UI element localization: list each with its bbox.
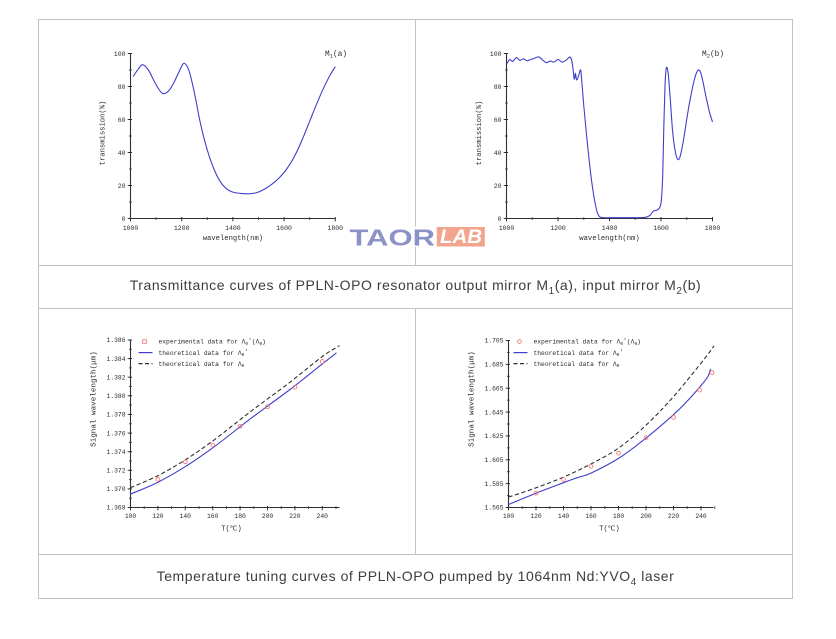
- svg-text:transmission(%): transmission(%): [100, 101, 108, 166]
- svg-text:1.380: 1.380: [107, 393, 126, 400]
- svg-text:160: 160: [585, 513, 597, 520]
- svg-text:1000: 1000: [123, 225, 139, 232]
- svg-text:220: 220: [668, 513, 680, 520]
- svg-text:180: 180: [613, 513, 625, 520]
- svg-text:1400: 1400: [225, 225, 241, 232]
- svg-text:40: 40: [494, 150, 502, 157]
- svg-text:20: 20: [118, 183, 126, 190]
- svg-text:100: 100: [125, 513, 137, 520]
- svg-text:100: 100: [503, 513, 515, 520]
- svg-text:T(℃): T(℃): [221, 526, 241, 534]
- svg-text:0: 0: [122, 216, 126, 223]
- svg-text:1.374: 1.374: [107, 449, 126, 456]
- svg-text:1.386: 1.386: [107, 337, 126, 344]
- svg-text:120: 120: [530, 513, 542, 520]
- svg-text:wavelength(nm): wavelength(nm): [203, 235, 263, 243]
- svg-text:140: 140: [180, 513, 192, 520]
- svg-text:1.384: 1.384: [107, 356, 126, 363]
- svg-text:T(℃): T(℃): [599, 526, 619, 534]
- svg-text:1000: 1000: [499, 225, 515, 232]
- svg-text:1600: 1600: [653, 225, 669, 232]
- svg-text:1800: 1800: [327, 225, 343, 232]
- svg-text:theoretical data for Λ0: theoretical data for Λ0: [534, 361, 620, 369]
- svg-text:60: 60: [494, 117, 502, 124]
- svg-text:1.368: 1.368: [107, 505, 126, 512]
- svg-text:1.625: 1.625: [485, 433, 504, 440]
- svg-text:1.665: 1.665: [485, 385, 504, 392]
- svg-text:1.376: 1.376: [107, 430, 126, 437]
- svg-text:1.645: 1.645: [485, 409, 504, 416]
- svg-text:wavelength(nm): wavelength(nm): [579, 235, 639, 243]
- svg-text:60: 60: [118, 117, 126, 124]
- svg-text:M2(b): M2(b): [702, 51, 724, 60]
- svg-text:experimental data for Λ0'(Λ0): experimental data for Λ0'(Λ0): [534, 338, 641, 347]
- svg-text:100: 100: [114, 51, 126, 58]
- svg-text:1.382: 1.382: [107, 374, 126, 381]
- svg-text:1.372: 1.372: [107, 468, 126, 475]
- svg-text:1.705: 1.705: [485, 338, 504, 345]
- svg-text:1.585: 1.585: [485, 481, 504, 488]
- svg-text:240: 240: [317, 513, 329, 520]
- svg-text:1.370: 1.370: [107, 486, 126, 493]
- svg-text:240: 240: [695, 513, 707, 520]
- svg-text:100: 100: [490, 51, 502, 58]
- svg-text:TAOR: TAOR: [350, 225, 436, 251]
- svg-text:1.378: 1.378: [107, 412, 126, 419]
- svg-text:1.685: 1.685: [485, 362, 504, 369]
- svg-text:140: 140: [558, 513, 570, 520]
- svg-text:1400: 1400: [602, 225, 618, 232]
- svg-text:220: 220: [289, 513, 301, 520]
- svg-text:experimental data for Λ0'(Λ0): experimental data for Λ0'(Λ0): [159, 338, 266, 347]
- svg-text:160: 160: [207, 513, 219, 520]
- svg-text:40: 40: [118, 150, 126, 157]
- svg-text:200: 200: [262, 513, 274, 520]
- svg-text:120: 120: [152, 513, 164, 520]
- svg-text:theoretical data for Λ0': theoretical data for Λ0': [534, 349, 624, 358]
- svg-text:1200: 1200: [550, 225, 566, 232]
- svg-text:Signal wavelength(μm): Signal wavelength(μm): [91, 351, 99, 447]
- svg-text:200: 200: [640, 513, 652, 520]
- svg-text:1200: 1200: [174, 225, 190, 232]
- svg-text:theoretical data for Λ0': theoretical data for Λ0': [159, 349, 249, 358]
- svg-text:80: 80: [118, 84, 126, 91]
- svg-text:180: 180: [234, 513, 246, 520]
- svg-text:20: 20: [494, 183, 502, 190]
- svg-text:LAB: LAB: [440, 227, 482, 248]
- svg-text:0: 0: [498, 216, 502, 223]
- svg-text:Signal wavelength(μm): Signal wavelength(μm): [469, 351, 477, 447]
- svg-text:M1(a): M1(a): [325, 51, 347, 60]
- svg-text:1.565: 1.565: [485, 505, 504, 512]
- svg-text:1.605: 1.605: [485, 457, 504, 464]
- svg-text:theoretical data for Λ0: theoretical data for Λ0: [159, 361, 245, 369]
- svg-text:80: 80: [494, 84, 502, 91]
- svg-text:transmission(%): transmission(%): [476, 101, 484, 166]
- svg-text:1600: 1600: [276, 225, 292, 232]
- svg-text:1800: 1800: [705, 225, 721, 232]
